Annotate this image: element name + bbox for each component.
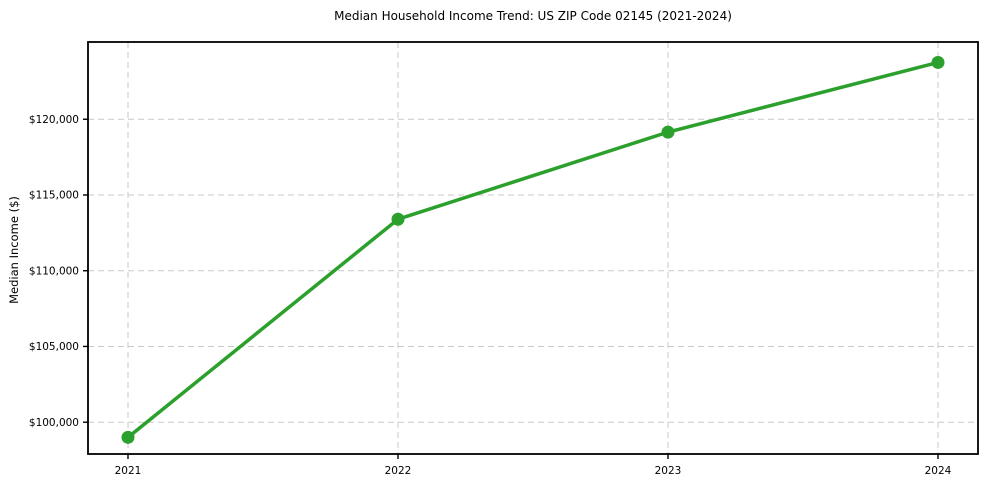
- chart-title: Median Household Income Trend: US ZIP Co…: [334, 9, 732, 23]
- data-point: [661, 125, 675, 139]
- y-tick-label: $105,000: [29, 341, 79, 353]
- data-point: [931, 55, 945, 69]
- y-tick-label: $100,000: [29, 417, 79, 429]
- y-axis-label: Median Income ($): [7, 196, 21, 304]
- x-tick-label: 2024: [925, 465, 952, 477]
- x-tick-label: 2023: [655, 465, 682, 477]
- plot-border: [87, 41, 979, 455]
- y-tick-label: $110,000: [29, 265, 79, 277]
- data-point: [121, 430, 135, 444]
- y-tick-label: $115,000: [29, 190, 79, 202]
- y-tick-label: $120,000: [29, 114, 79, 126]
- x-tick-label: 2021: [115, 465, 142, 477]
- data-point: [391, 212, 405, 226]
- x-tick-label: 2022: [385, 465, 412, 477]
- trend-line: [126, 60, 940, 440]
